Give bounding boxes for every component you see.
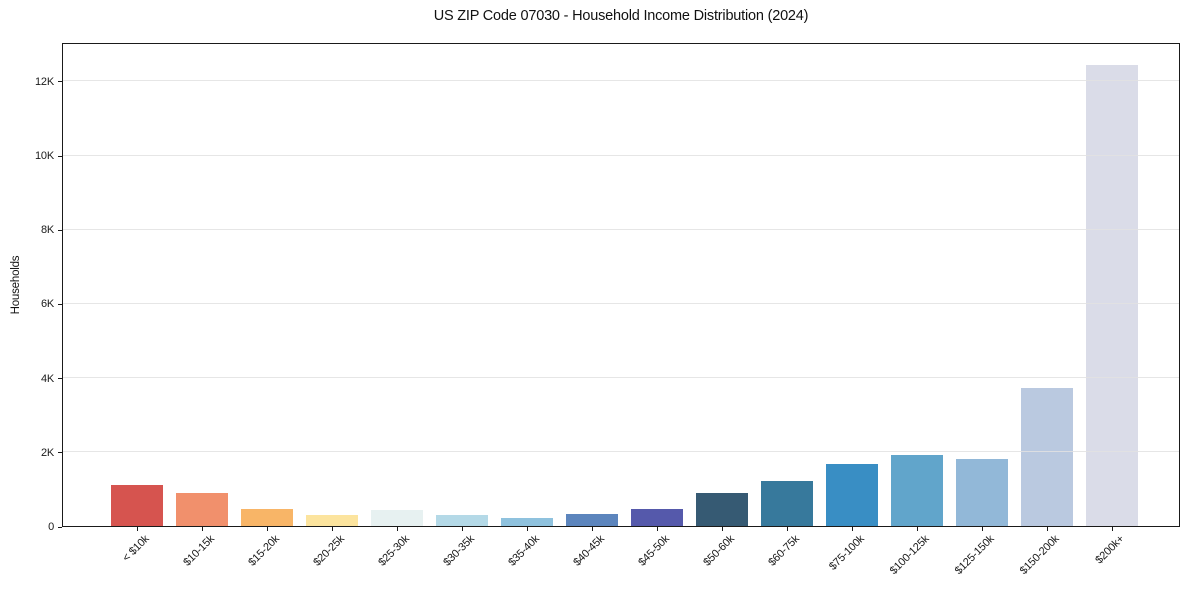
bar-45-50k — [631, 509, 683, 526]
xtick-label-50-60k: $50-60k — [700, 533, 737, 569]
xtick-label-100-125k: $100-125k — [887, 533, 932, 577]
xtick-mark — [527, 527, 528, 531]
ytick-label-10K: 10K — [35, 150, 54, 163]
ytick-label-4K: 4K — [40, 372, 54, 385]
xtick-mark — [1112, 527, 1113, 531]
xtick-label-45-50k: $45-50k — [635, 533, 672, 569]
bar-50-60k — [696, 492, 748, 526]
xtick-mark — [1047, 527, 1048, 531]
xtick-mark — [137, 527, 138, 531]
xtick-mark — [462, 527, 463, 531]
xtick-label-150-200k: $150-200k — [1017, 533, 1062, 577]
ytick-label-0: 0 — [48, 521, 54, 533]
ytick-label-8K: 8K — [40, 224, 54, 237]
xtick-label-10-15k: $10-15k — [180, 533, 217, 569]
ytick-mark — [58, 155, 62, 157]
gridline-8000 — [63, 228, 1179, 230]
bar-40-45k — [566, 513, 618, 526]
xtick-mark — [787, 527, 788, 531]
bar-35-40k — [501, 517, 553, 526]
xtick-label-40-45k: $40-45k — [570, 533, 607, 569]
ytick-mark — [58, 452, 62, 454]
xtick-label-15-20k: $15-20k — [245, 533, 282, 569]
bar-30-35k — [436, 514, 488, 526]
gridline-4000 — [63, 377, 1179, 379]
xtick-label-30-35k: $30-35k — [440, 533, 477, 569]
ytick-mark — [58, 229, 62, 231]
xtick-label-200k+: $200k+ — [1093, 533, 1127, 567]
plot-area — [62, 43, 1180, 527]
ytick-mark — [58, 303, 62, 305]
ytick-mark — [58, 378, 62, 380]
bar-10-15k — [176, 493, 228, 526]
ytick-mark — [58, 526, 62, 528]
xtick-mark — [722, 527, 723, 531]
bar-125-150k — [956, 458, 1008, 526]
xtick-mark — [982, 527, 983, 531]
xtick-label-10k: < $10k — [120, 533, 152, 565]
bar-15-20k — [241, 508, 293, 526]
ytick-label-2K: 2K — [40, 446, 54, 459]
xtick-label-60-75k: $60-75k — [765, 533, 802, 569]
xtick-label-35-40k: $35-40k — [505, 533, 542, 569]
xtick-mark — [917, 527, 918, 531]
xtick-label-75-100k: $75-100k — [826, 533, 867, 573]
xtick-mark — [657, 527, 658, 531]
ytick-mark — [58, 81, 62, 83]
ytick-label-12K: 12K — [35, 75, 54, 88]
xtick-mark — [592, 527, 593, 531]
xtick-label-25-30k: $25-30k — [375, 533, 412, 569]
bar-20-25k — [306, 514, 358, 526]
gridline-6000 — [63, 302, 1179, 304]
xtick-label-125-150k: $125-150k — [952, 533, 997, 577]
bar-60-75k — [761, 481, 813, 526]
xtick-mark — [267, 527, 268, 531]
bar-25-30k — [371, 509, 423, 526]
xtick-mark — [332, 527, 333, 531]
xtick-label-20-25k: $20-25k — [310, 533, 347, 569]
xtick-mark — [852, 527, 853, 531]
gridline-10000 — [63, 154, 1179, 156]
gridline-2000 — [63, 451, 1179, 453]
bar-200k+ — [1086, 65, 1138, 526]
bar-100-125k — [891, 455, 943, 526]
chart-title: US ZIP Code 07030 - Household Income Dis… — [433, 8, 809, 24]
xtick-mark — [202, 527, 203, 531]
ytick-label-6K: 6K — [40, 298, 54, 311]
gridline-12000 — [63, 80, 1179, 82]
xtick-mark — [397, 527, 398, 531]
bar-75-100k — [826, 464, 878, 526]
bar-10k — [111, 485, 163, 526]
bar-150-200k — [1021, 388, 1073, 526]
